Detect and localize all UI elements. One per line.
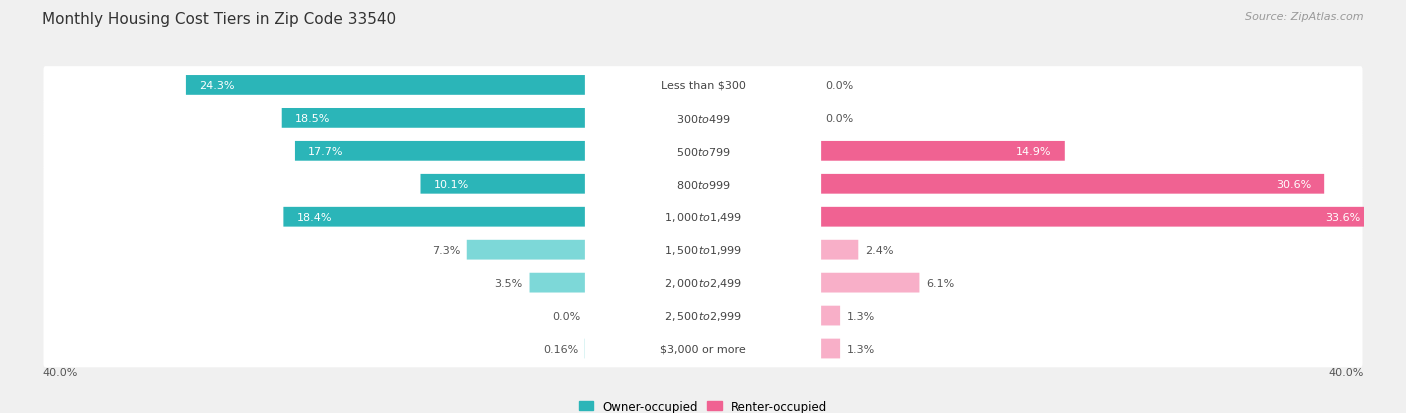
FancyBboxPatch shape: [44, 100, 1362, 138]
FancyBboxPatch shape: [585, 102, 821, 135]
FancyBboxPatch shape: [44, 67, 1362, 104]
FancyBboxPatch shape: [818, 273, 920, 293]
Text: $1,000 to $1,499: $1,000 to $1,499: [664, 211, 742, 224]
Text: 33.6%: 33.6%: [1326, 212, 1361, 222]
Text: 40.0%: 40.0%: [1329, 367, 1364, 377]
Text: 14.9%: 14.9%: [1017, 147, 1052, 157]
Text: 18.4%: 18.4%: [297, 212, 332, 222]
Text: 0.16%: 0.16%: [543, 344, 578, 354]
Text: 7.3%: 7.3%: [432, 245, 460, 255]
Text: $2,500 to $2,999: $2,500 to $2,999: [664, 309, 742, 322]
FancyBboxPatch shape: [585, 332, 821, 365]
FancyBboxPatch shape: [44, 199, 1362, 236]
Text: 1.3%: 1.3%: [846, 344, 875, 354]
FancyBboxPatch shape: [44, 166, 1362, 203]
Text: Less than $300: Less than $300: [661, 81, 745, 91]
FancyBboxPatch shape: [818, 339, 841, 358]
Text: 1.3%: 1.3%: [846, 311, 875, 321]
FancyBboxPatch shape: [585, 168, 821, 201]
Text: 40.0%: 40.0%: [42, 367, 77, 377]
Text: $300 to $499: $300 to $499: [675, 113, 731, 125]
FancyBboxPatch shape: [44, 231, 1362, 269]
FancyBboxPatch shape: [284, 207, 588, 227]
Text: Monthly Housing Cost Tiers in Zip Code 33540: Monthly Housing Cost Tiers in Zip Code 3…: [42, 12, 396, 27]
Text: $800 to $999: $800 to $999: [675, 178, 731, 190]
FancyBboxPatch shape: [281, 109, 588, 128]
FancyBboxPatch shape: [467, 240, 588, 260]
Text: 3.5%: 3.5%: [495, 278, 523, 288]
Text: 17.7%: 17.7%: [308, 147, 343, 157]
FancyBboxPatch shape: [585, 266, 821, 299]
Text: $1,500 to $1,999: $1,500 to $1,999: [664, 244, 742, 256]
FancyBboxPatch shape: [44, 133, 1362, 170]
Text: 24.3%: 24.3%: [200, 81, 235, 91]
Text: 6.1%: 6.1%: [927, 278, 955, 288]
Text: $3,000 or more: $3,000 or more: [661, 344, 745, 354]
FancyBboxPatch shape: [585, 234, 821, 266]
FancyBboxPatch shape: [818, 306, 841, 326]
Text: 10.1%: 10.1%: [433, 179, 470, 189]
FancyBboxPatch shape: [295, 142, 588, 161]
FancyBboxPatch shape: [585, 69, 821, 102]
Text: 18.5%: 18.5%: [295, 114, 330, 123]
FancyBboxPatch shape: [818, 207, 1374, 227]
Text: 30.6%: 30.6%: [1275, 179, 1310, 189]
Text: 0.0%: 0.0%: [825, 81, 853, 91]
FancyBboxPatch shape: [420, 174, 588, 194]
Text: 2.4%: 2.4%: [865, 245, 893, 255]
FancyBboxPatch shape: [44, 264, 1362, 301]
FancyBboxPatch shape: [818, 174, 1324, 194]
FancyBboxPatch shape: [818, 142, 1064, 161]
FancyBboxPatch shape: [44, 330, 1362, 368]
FancyBboxPatch shape: [186, 76, 588, 95]
FancyBboxPatch shape: [585, 299, 821, 332]
FancyBboxPatch shape: [585, 135, 821, 168]
Text: 0.0%: 0.0%: [553, 311, 581, 321]
FancyBboxPatch shape: [585, 201, 821, 234]
Text: $500 to $799: $500 to $799: [675, 145, 731, 157]
FancyBboxPatch shape: [44, 297, 1362, 335]
Text: Source: ZipAtlas.com: Source: ZipAtlas.com: [1246, 12, 1364, 22]
Text: $2,000 to $2,499: $2,000 to $2,499: [664, 276, 742, 290]
Text: 0.0%: 0.0%: [825, 114, 853, 123]
Legend: Owner-occupied, Renter-occupied: Owner-occupied, Renter-occupied: [574, 395, 832, 413]
FancyBboxPatch shape: [585, 339, 588, 358]
FancyBboxPatch shape: [530, 273, 588, 293]
FancyBboxPatch shape: [818, 240, 858, 260]
